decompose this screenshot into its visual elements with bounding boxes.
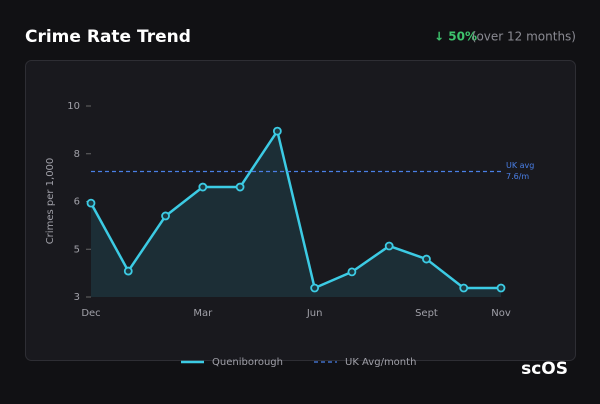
y-tick-label: 5 [74, 244, 80, 255]
point [235, 182, 245, 192]
point [384, 241, 394, 251]
x-tick-label: Nov [491, 308, 511, 319]
point [310, 283, 320, 293]
chart-title: Crime Rate Trend [25, 27, 191, 47]
x-tick-label: Sept [415, 308, 438, 319]
line [89, 129, 501, 290]
y-tick-label: 6 [74, 197, 80, 208]
x-tick-label: Dec [81, 308, 100, 319]
point [123, 266, 133, 276]
point [459, 283, 469, 293]
x-tick-label: Jun [306, 308, 323, 319]
point [161, 211, 170, 221]
point [347, 267, 357, 277]
x-tick-label: Mar [193, 308, 213, 319]
point [422, 254, 431, 264]
y-tick-label: 3 [74, 292, 80, 303]
brand-logo: scOS [521, 359, 568, 379]
y-axis-label: Crimes per 1,000 [45, 158, 56, 245]
point [496, 283, 506, 293]
point [198, 182, 208, 192]
card [25, 60, 576, 361]
point [272, 126, 282, 136]
y-tick-label: 8 [74, 149, 80, 160]
point [86, 198, 96, 208]
legend-label: Queniborough [212, 357, 283, 368]
change: ↓ 50% [434, 30, 477, 44]
reference-annotation: UK avg [506, 161, 534, 170]
reference-annotation: 7.6/m [506, 172, 529, 181]
y-tick-label: 10 [67, 101, 80, 112]
legend-label: UK Avg/month [345, 357, 416, 368]
period: (over 12 months) [472, 30, 576, 44]
